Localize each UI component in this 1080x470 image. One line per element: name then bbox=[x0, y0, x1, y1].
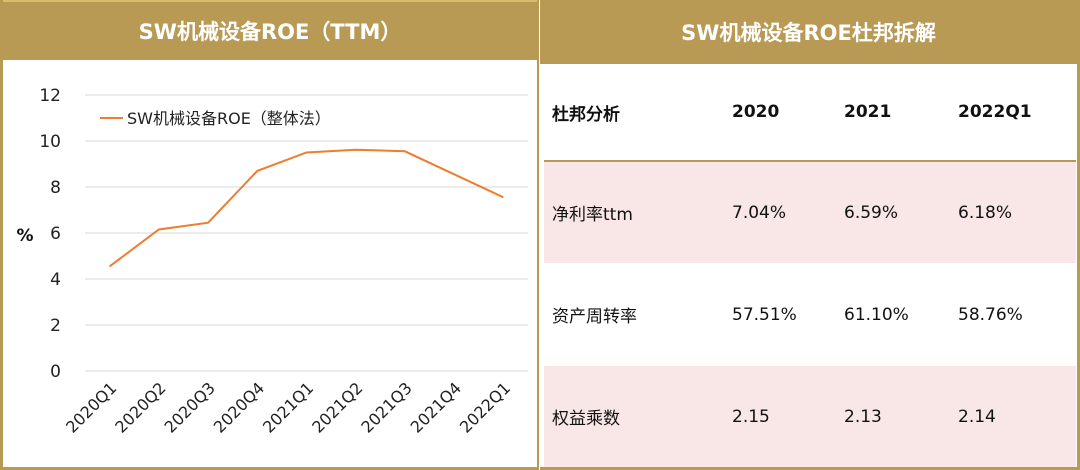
y-tick-label: 12 bbox=[39, 86, 61, 106]
y-tick-label: 10 bbox=[39, 132, 61, 152]
table-cell: 净利率ttm bbox=[552, 205, 633, 225]
x-tick-label: 2022Q1 bbox=[456, 378, 514, 436]
table-cell: 2.15 bbox=[732, 406, 770, 427]
table-cell: 资产周转率 bbox=[552, 307, 637, 327]
y-tick-label: 2 bbox=[50, 316, 61, 336]
table-header-cell: 杜邦分析 bbox=[552, 104, 620, 125]
x-tick-label: 2020Q3 bbox=[161, 378, 219, 436]
table-row: 净利率ttm 7.04% 6.59% 6.18% bbox=[544, 162, 1076, 263]
x-tick-label: 2020Q1 bbox=[62, 378, 120, 436]
table-header-cell: 2022Q1 bbox=[958, 102, 1032, 122]
y-axis-label: % bbox=[16, 226, 33, 246]
x-tick-label: 2020Q4 bbox=[210, 378, 268, 436]
table-header-row: 杜邦分析 2020 2021 2022Q1 bbox=[544, 64, 1076, 160]
table-header-divider bbox=[544, 160, 1076, 162]
y-tick-label: 0 bbox=[50, 362, 61, 382]
table-cell: 6.18% bbox=[958, 202, 1013, 223]
x-tick-label: 2020Q2 bbox=[111, 378, 169, 436]
table-cell: 57.51% bbox=[732, 304, 797, 325]
dupont-table-title: SW机械设备ROE杜邦拆解 bbox=[540, 0, 1077, 64]
table-row: 资产周转率 57.51% 61.10% 58.76% bbox=[544, 263, 1076, 366]
chart-gridlines bbox=[85, 94, 528, 372]
table-cell: 61.10% bbox=[844, 304, 909, 325]
legend-label: SW机械设备ROE（整体法） bbox=[127, 109, 331, 128]
chart-legend: SW机械设备ROE（整体法） bbox=[100, 109, 331, 128]
table-cell: 2.14 bbox=[958, 406, 996, 427]
table-cell: 58.76% bbox=[958, 304, 1023, 325]
table-cell: 6.59% bbox=[844, 202, 899, 223]
roe-chart-panel: SW机械设备ROE（TTM） 0 2 4 6 8 10 12 % SW机械设备ROE（整体法… bbox=[0, 0, 539, 470]
x-tick-label: 2021Q4 bbox=[407, 378, 465, 436]
table-cell: 2.13 bbox=[844, 406, 882, 427]
table-header-cell: 2020 bbox=[732, 102, 780, 122]
x-axis-ticks: 2020Q12020Q22020Q32020Q42021Q12021Q22021… bbox=[62, 378, 514, 436]
x-tick-label: 2021Q2 bbox=[308, 378, 366, 436]
y-tick-label: 6 bbox=[50, 224, 61, 244]
table-cell: 权益乘数 bbox=[552, 409, 620, 429]
x-tick-label: 2021Q3 bbox=[357, 378, 415, 436]
chart-series bbox=[108, 148, 504, 268]
y-tick-label: 8 bbox=[50, 178, 61, 198]
x-tick-label: 2021Q1 bbox=[259, 378, 317, 436]
y-axis-ticks: 0 2 4 6 8 10 12 bbox=[39, 86, 61, 382]
table-cell: 7.04% bbox=[732, 202, 787, 223]
roe-chart-title: SW机械设备ROE（TTM） bbox=[3, 0, 537, 60]
dupont-table-panel: SW机械设备ROE杜邦拆解 杜邦分析 2020 2021 2022Q1 净利率t… bbox=[540, 0, 1080, 470]
y-tick-label: 4 bbox=[50, 270, 61, 290]
table-header-cell: 2021 bbox=[844, 102, 892, 122]
series-line bbox=[108, 148, 504, 268]
table-row: 权益乘数 2.15 2.13 2.14 bbox=[544, 366, 1076, 467]
